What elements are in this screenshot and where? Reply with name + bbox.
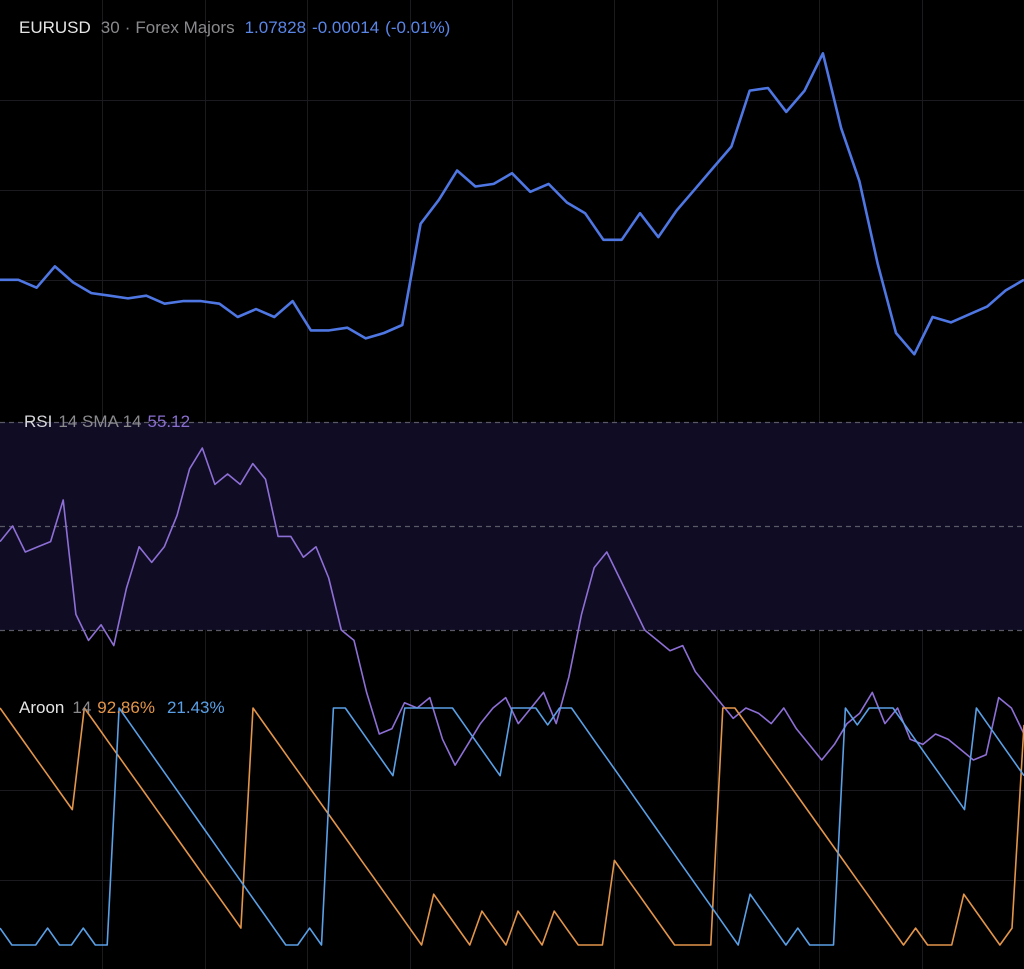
aroon-up-series-line xyxy=(0,707,1024,946)
aroon-period: 14 xyxy=(72,698,92,717)
rsi-band xyxy=(0,421,1024,632)
rsi-value: 55.12 xyxy=(147,412,191,431)
price-change: -0.00014 xyxy=(312,18,380,37)
rsi-indicator-name[interactable]: RSI xyxy=(24,412,53,431)
aroon-legend[interactable]: Aroon 14 92.86% 21.43% xyxy=(19,698,235,718)
aroon-up-value: 92.86% xyxy=(97,698,155,717)
aroon-indicator-name[interactable]: Aroon xyxy=(19,698,65,717)
price-change-percent: (-0.01%) xyxy=(385,18,451,37)
last-price: 1.07828 xyxy=(244,18,307,37)
rsi-legend[interactable]: RSI 14 SMA 14 55.12 xyxy=(24,412,200,432)
rsi-params: 14 SMA 14 xyxy=(58,412,142,431)
interval: 30 xyxy=(100,18,120,37)
aroon-down-series-line xyxy=(0,707,1024,946)
price-series-line xyxy=(0,51,1024,356)
price-legend[interactable]: EURUSD 30 · Forex Majors 1.07828 -0.00014 (-0.… xyxy=(19,18,460,38)
symbol-name[interactable]: EURUSD xyxy=(19,18,91,37)
aroon-down-value: 21.43% xyxy=(166,698,225,717)
exchange-name: Forex Majors xyxy=(135,18,235,37)
legend-separator: · xyxy=(124,18,131,37)
rsi-band-fill xyxy=(0,422,1024,630)
